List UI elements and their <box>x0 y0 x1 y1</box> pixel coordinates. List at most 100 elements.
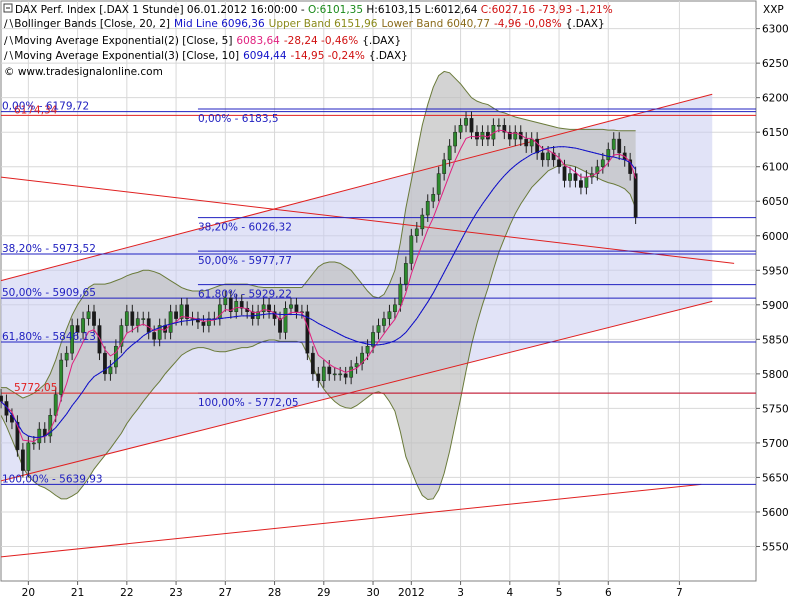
fib-left-label: 61,80% - 5846,13 <box>2 331 96 343</box>
candle-body <box>458 125 463 133</box>
low-value: L:6012,64 <box>421 4 477 16</box>
ema-fast-line <box>0 129 637 443</box>
x-tick-label: 29 <box>317 587 330 599</box>
symbol-prefix: DAX Perf. Index [.DAX 1 Stunde] 06.01.20… <box>15 4 308 16</box>
candle-body <box>546 152 550 161</box>
candle-body <box>15 421 20 451</box>
candle-body <box>70 325 75 354</box>
candle-body <box>64 352 69 361</box>
candle-body <box>278 318 282 333</box>
y-tick-label: 6200 <box>762 93 789 105</box>
change-value: -73,93 <box>535 4 572 16</box>
candle-body <box>431 194 436 202</box>
y-tick-label: 5850 <box>762 334 789 346</box>
candle-body <box>59 359 64 395</box>
candle-body <box>469 118 474 133</box>
y-tick-label: 5700 <box>762 438 789 450</box>
bollinger-upper-line <box>1 70 636 399</box>
y-tick-label: 5550 <box>762 541 789 553</box>
trendline <box>0 93 713 282</box>
candle-body <box>327 366 332 375</box>
candle-body <box>442 159 447 174</box>
trendline <box>0 300 713 482</box>
candle-body <box>119 325 124 347</box>
candle-body <box>75 325 80 333</box>
candle-body <box>409 235 414 264</box>
bollinger-legend: ∕∖Bollinger Bands [Close, 20, 2] Mid Line… <box>4 18 605 30</box>
x-tick-label: 30 <box>366 587 379 599</box>
candle-body <box>579 180 583 188</box>
candle-body <box>332 373 337 376</box>
candle-body <box>376 325 381 333</box>
candle-body <box>228 297 233 312</box>
trendline <box>0 176 735 264</box>
x-tick-label: 27 <box>219 587 232 599</box>
candle-body <box>611 138 616 150</box>
candle-body <box>595 166 600 174</box>
y-tick-label: 5650 <box>762 472 789 484</box>
candle-body <box>261 304 266 312</box>
candle-body <box>92 311 96 326</box>
y-tick-label: 5600 <box>762 507 789 519</box>
fibonacci-levels <box>1 108 756 485</box>
fib-level-label: 38,20% - 6026,32 <box>198 222 292 234</box>
candle-body <box>294 304 299 312</box>
candle-body <box>425 200 430 216</box>
trendline <box>0 483 702 558</box>
y-tick-label: 5750 <box>762 403 789 415</box>
fib-left-label: 5772,05 <box>14 382 57 394</box>
close-value: C:6027,16 <box>477 4 535 16</box>
candle-body <box>130 311 135 326</box>
bollinger-change: -4,96 -0,08% <box>494 18 562 30</box>
candle-body <box>524 138 529 147</box>
candle-body <box>343 373 348 378</box>
candle-body <box>26 442 31 471</box>
candle-body <box>584 176 589 188</box>
candle-body <box>606 149 611 161</box>
candle-body <box>53 394 58 416</box>
moving-averages <box>0 129 637 443</box>
candle-body <box>37 428 42 444</box>
candle-body <box>289 304 293 309</box>
fib-left-label: 100,00% - 5639,93 <box>2 473 103 485</box>
candle-body <box>398 283 403 306</box>
candle-body <box>453 131 457 147</box>
candle-body <box>201 321 206 326</box>
candle-body <box>420 214 425 230</box>
ema2-suffix: {.DAX} <box>369 50 408 62</box>
y-tick-label: 6000 <box>762 231 789 243</box>
x-tick-label: 3 <box>457 587 464 599</box>
y-tick-label: 6300 <box>762 24 789 36</box>
ema-slow-line <box>0 146 637 438</box>
candle-body <box>81 318 85 333</box>
ema2-change: -14,95 -0,24% <box>291 50 365 62</box>
candle-body <box>403 263 408 285</box>
candle-body <box>174 311 178 319</box>
candle-body <box>108 366 113 375</box>
ema1-value: 6083,64 <box>236 35 280 47</box>
candle-body <box>436 173 441 195</box>
bollinger-fill <box>1 71 636 500</box>
fib-level-label: 0,00% - 6183,5 <box>198 113 279 125</box>
candle-body <box>349 366 354 378</box>
y-axis: 5550 5600 5650 5700 5750 5800 5850 5900 5950 6000… <box>756 24 789 553</box>
candle-body <box>146 318 151 333</box>
candle-body <box>234 301 239 312</box>
candle-body <box>617 138 622 154</box>
candle-body <box>97 325 102 354</box>
x-tick-label: 23 <box>169 587 182 599</box>
candle-body <box>573 173 578 181</box>
y-tick-label: 6100 <box>762 162 789 174</box>
fib-level-label: 100,00% - 5772,05 <box>198 397 299 409</box>
copyright-text: © www.tradesignalonline.com <box>4 66 163 78</box>
bollinger-mid: Mid Line 6096,36 <box>174 18 265 30</box>
candles <box>0 111 638 478</box>
ema1-name: Moving Average Exponential(2) [Close, 5] <box>14 35 232 47</box>
fibonacci-labels: 0,00% - 6183,5 38,20% - 6026,32 50,00% - 5… <box>2 101 299 486</box>
x-tick-label: 21 <box>71 587 84 599</box>
candle-body <box>283 308 288 333</box>
bollinger-upper: Upper Band 6151,96 <box>269 18 378 30</box>
fib-left-label: 6174,34 <box>14 104 58 116</box>
candle-body <box>141 318 146 320</box>
